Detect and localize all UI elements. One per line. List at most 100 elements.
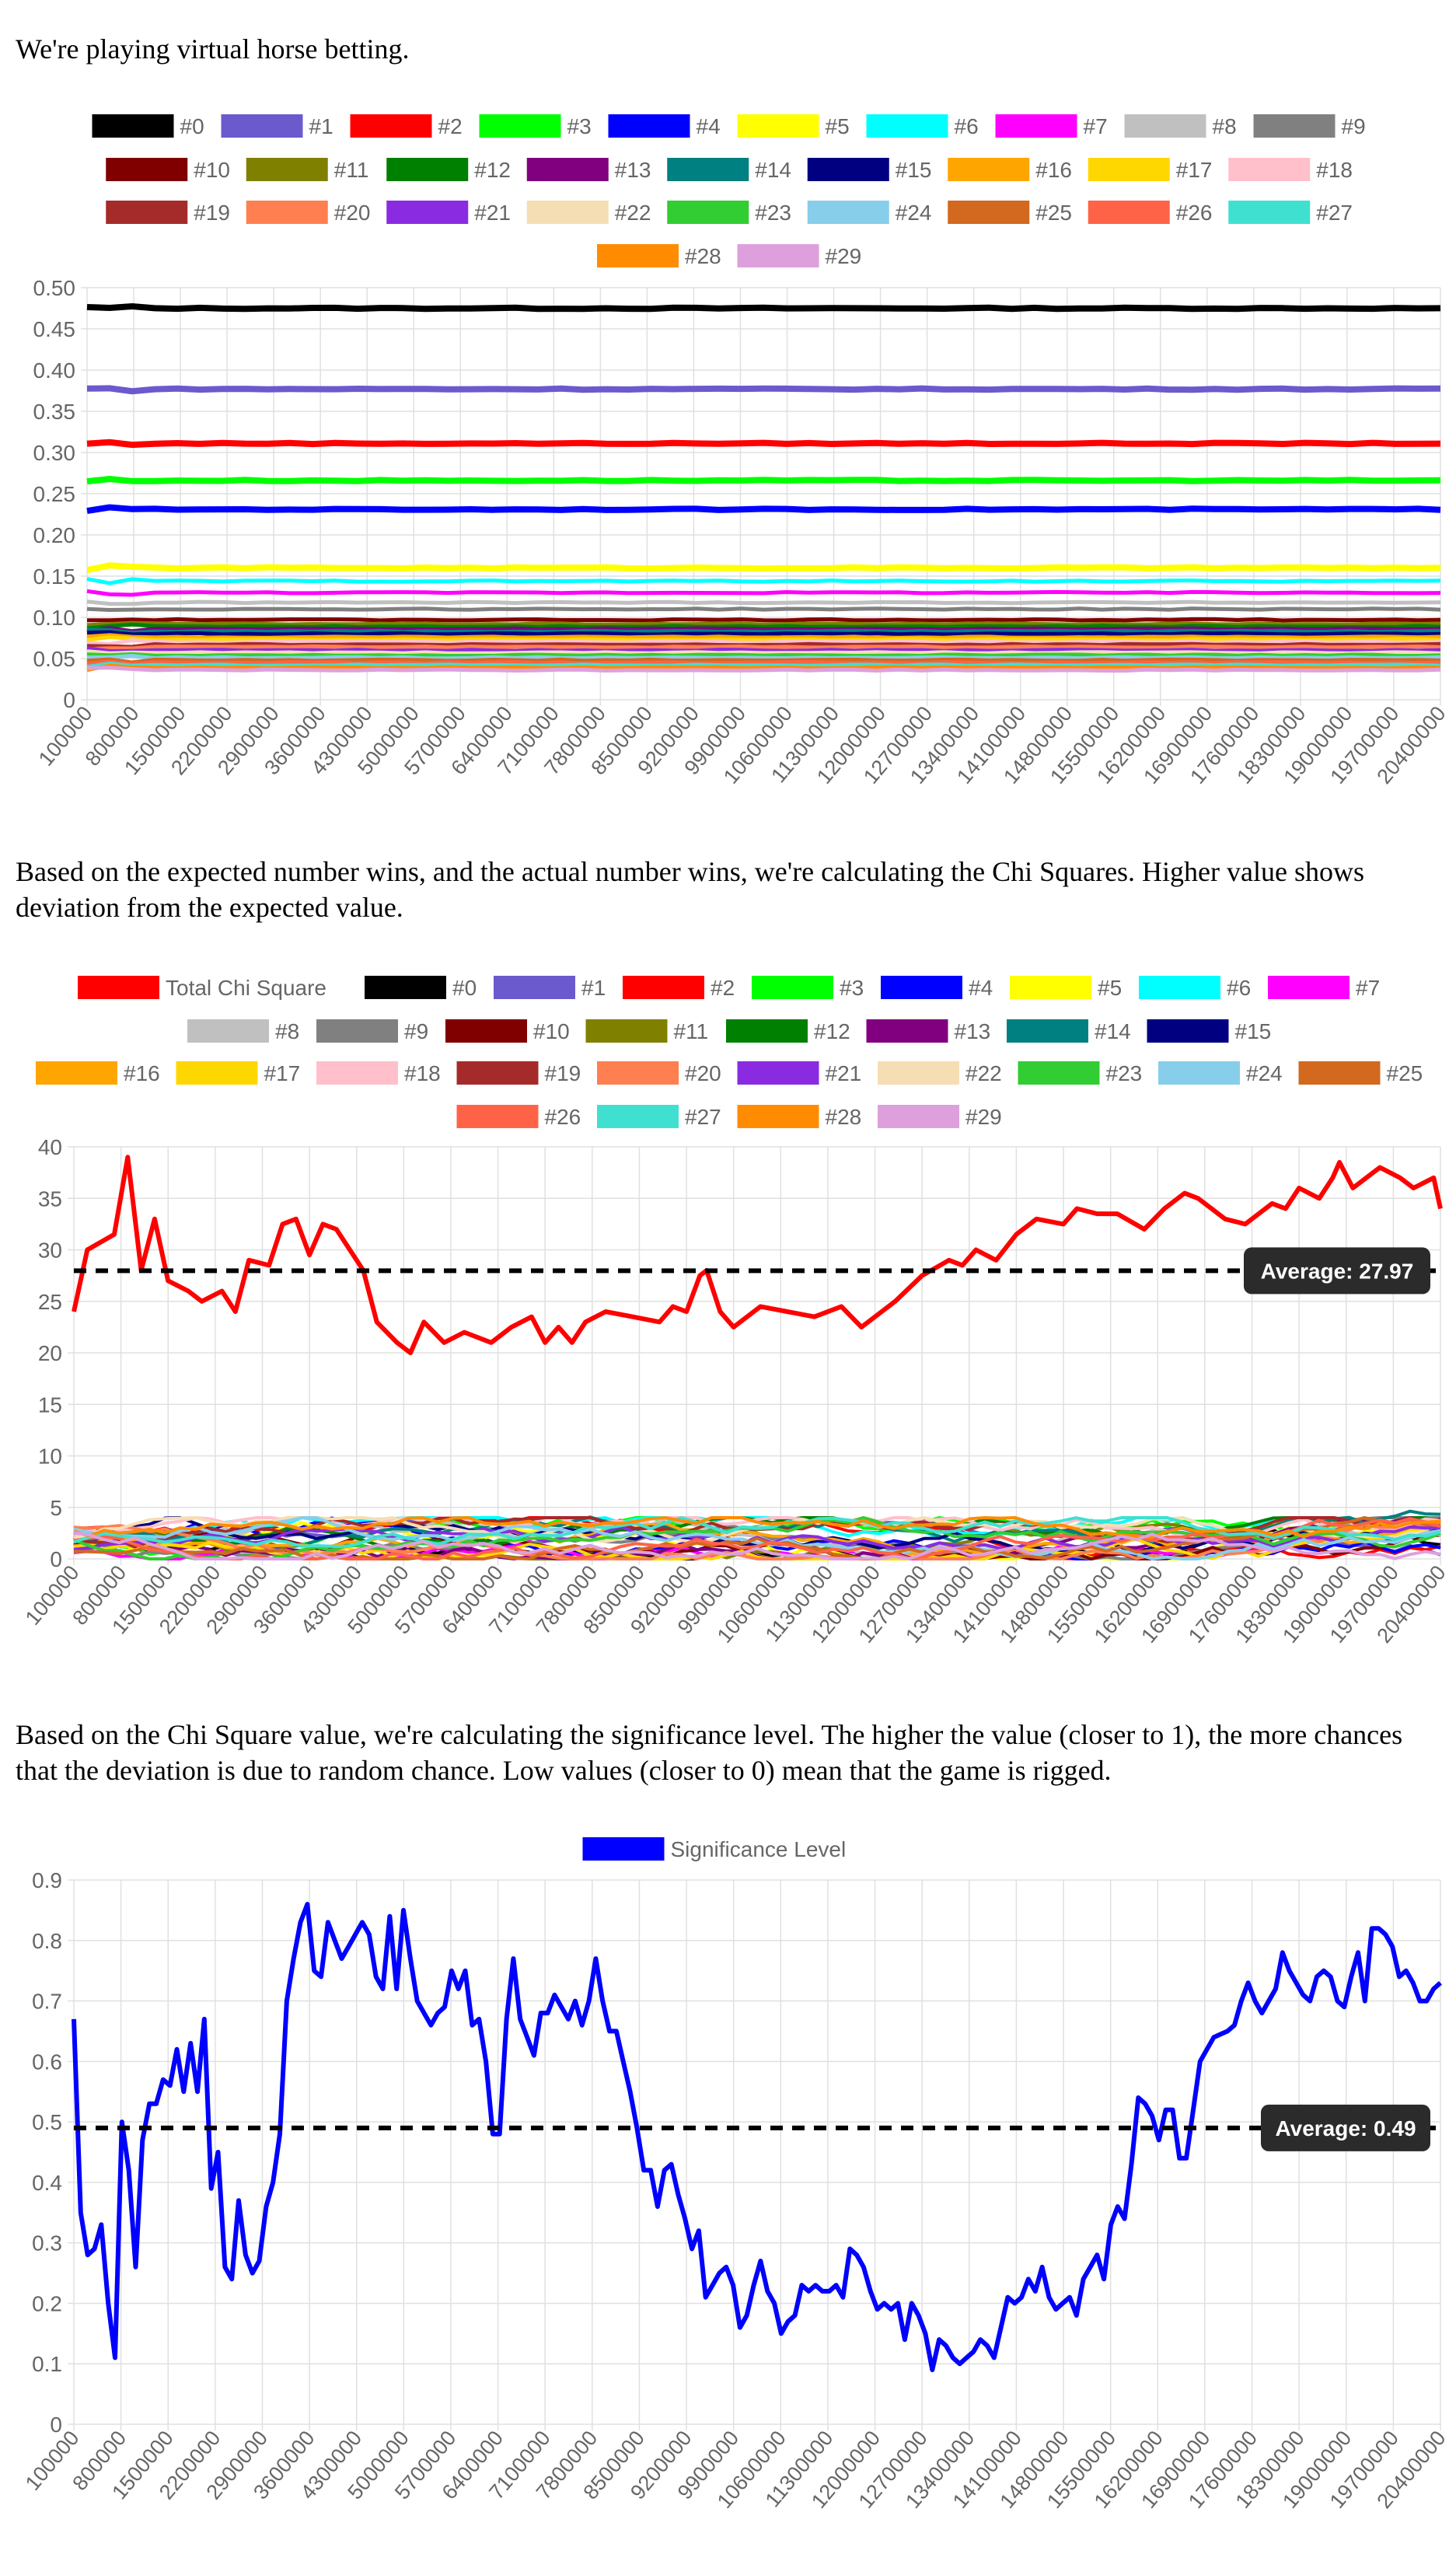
intro-text: We're playing virtual horse betting. <box>16 33 410 65</box>
y-tick-label: 0.20 <box>33 523 76 547</box>
legend-swatch <box>597 244 679 267</box>
legend-swatch <box>948 158 1030 181</box>
y-tick-label: 0.9 <box>32 1868 62 1892</box>
legend-swatch <box>807 158 889 181</box>
legend-label: #18 <box>404 1061 441 1085</box>
total-chi-square-line <box>72 1155 1443 1355</box>
series-line-2 <box>86 439 1441 449</box>
legend-label: #22 <box>965 1061 1002 1085</box>
y-tick-label: 0.1 <box>32 2352 62 2376</box>
y-tick-label: 0.4 <box>32 2171 62 2195</box>
legend-swatch <box>667 158 749 181</box>
legend-swatch <box>1007 1019 1088 1043</box>
legend-label: #14 <box>755 158 791 182</box>
legend-label: #1 <box>309 114 333 138</box>
legend-label: #20 <box>334 201 371 225</box>
legend-swatch <box>726 1019 808 1043</box>
legend-label: #28 <box>685 244 721 268</box>
legend-swatch <box>667 201 749 224</box>
legend-swatch <box>445 1019 527 1043</box>
y-tick-label: 0.6 <box>32 2050 62 2074</box>
series-line-17 <box>73 1525 1441 1561</box>
legend-label: #24 <box>896 201 932 225</box>
legend-label: #23 <box>1106 1061 1143 1085</box>
legend-swatch <box>316 1061 398 1085</box>
legend-swatch <box>456 1061 539 1085</box>
legend-label: #15 <box>1235 1019 1272 1043</box>
legend-label: #25 <box>1035 201 1072 225</box>
legend-label: #7 <box>1084 114 1108 138</box>
y-tick-label: 0.15 <box>33 564 76 589</box>
legend-label: #2 <box>438 114 463 138</box>
legend-label: #18 <box>1316 158 1353 182</box>
legend-label: #26 <box>545 1105 581 1129</box>
legend-swatch <box>526 158 609 181</box>
win-probability-chart: #0 #1 #2 #3 #4 #5 #6 #7 #8 #9 #10 #11 #12 #13 #14 #15 #1… <box>33 114 1451 788</box>
legend-label: #25 <box>1387 1061 1423 1085</box>
series-line-7 <box>86 589 1441 597</box>
legend-label: #24 <box>1246 1061 1283 1085</box>
series-line-28 <box>86 663 1441 673</box>
legend-label: #21 <box>474 201 511 225</box>
legend-label: #11 <box>674 1019 709 1043</box>
series-line-29 <box>86 666 1441 673</box>
series-line-24 <box>73 1516 1441 1561</box>
legend-swatch <box>386 158 469 181</box>
legend-label: #4 <box>969 976 993 1000</box>
legend-label: #7 <box>1356 976 1380 1000</box>
y-tick-label: 0.10 <box>33 606 76 630</box>
series-line-20 <box>86 644 1441 652</box>
legend-swatch <box>881 976 962 999</box>
legend-swatch <box>597 1061 679 1085</box>
legend-swatch <box>608 114 690 138</box>
series-line-15 <box>86 630 1441 637</box>
legend-label: #12 <box>474 158 511 182</box>
legend-swatch <box>1253 114 1336 138</box>
legend-label: #22 <box>615 201 651 225</box>
significance-description-text: Based on the Chi Square value, we're cal… <box>16 1719 1403 1786</box>
legend-swatch <box>752 976 833 999</box>
y-tick-label: 25 <box>38 1290 62 1314</box>
y-tick-label: 0.2 <box>32 2291 62 2315</box>
series-line-18 <box>86 638 1441 647</box>
series-line-8 <box>86 599 1441 606</box>
legend-swatch <box>78 976 159 999</box>
legend-swatch <box>623 976 704 999</box>
legend-swatch <box>866 1019 948 1043</box>
legend-label: #20 <box>685 1061 721 1085</box>
legend-swatch <box>866 114 948 138</box>
legend-swatch <box>36 1061 117 1085</box>
legend-swatch <box>1147 1019 1229 1043</box>
y-tick-label: 0 <box>63 688 75 712</box>
legend-swatch <box>92 114 174 138</box>
legend-label: Total Chi Square <box>166 976 326 1000</box>
legend-label: #19 <box>194 201 230 225</box>
y-tick-label: 5 <box>50 1496 62 1520</box>
legend-label: #27 <box>685 1105 721 1129</box>
y-tick-label: 10 <box>38 1445 62 1469</box>
legend-label: #28 <box>826 1105 862 1129</box>
legend-label: #8 <box>1213 114 1237 138</box>
legend-swatch <box>737 1105 819 1128</box>
legend-label: #3 <box>567 114 592 138</box>
legend-swatch <box>597 1105 679 1128</box>
series-line-24 <box>86 653 1441 661</box>
significance-line <box>72 1902 1442 2372</box>
legend-swatch <box>948 201 1030 224</box>
legend-label: #6 <box>1227 976 1251 1000</box>
average-label: Average: 0.49 <box>1275 2116 1416 2140</box>
legend-label: #27 <box>1316 201 1353 225</box>
legend-swatch <box>246 158 328 181</box>
series-line-3 <box>86 475 1441 485</box>
series-line-9 <box>86 606 1441 613</box>
legend-label: #29 <box>965 1105 1002 1129</box>
series-line-23 <box>86 652 1441 659</box>
legend-label: #10 <box>533 1019 570 1043</box>
legend-swatch <box>494 976 575 999</box>
legend-swatch <box>386 201 469 224</box>
legend-swatch <box>585 1019 668 1043</box>
legend-swatch <box>737 244 819 267</box>
y-tick-label: 0.3 <box>32 2231 62 2256</box>
legend-label: #6 <box>955 114 979 138</box>
legend-swatch <box>1010 976 1091 999</box>
